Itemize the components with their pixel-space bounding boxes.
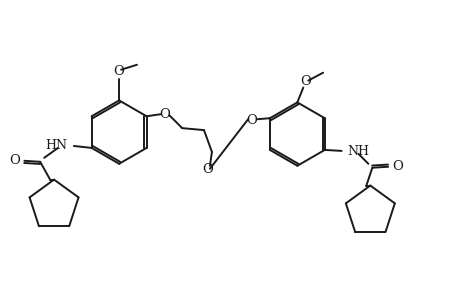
Text: O: O (392, 160, 403, 173)
Text: O: O (114, 65, 124, 78)
Text: O: O (159, 108, 170, 121)
Text: NH: NH (348, 146, 370, 158)
Text: O: O (203, 163, 213, 176)
Text: O: O (300, 74, 311, 87)
Text: O: O (9, 154, 21, 167)
Text: O: O (247, 114, 258, 127)
Text: HN: HN (45, 140, 67, 153)
